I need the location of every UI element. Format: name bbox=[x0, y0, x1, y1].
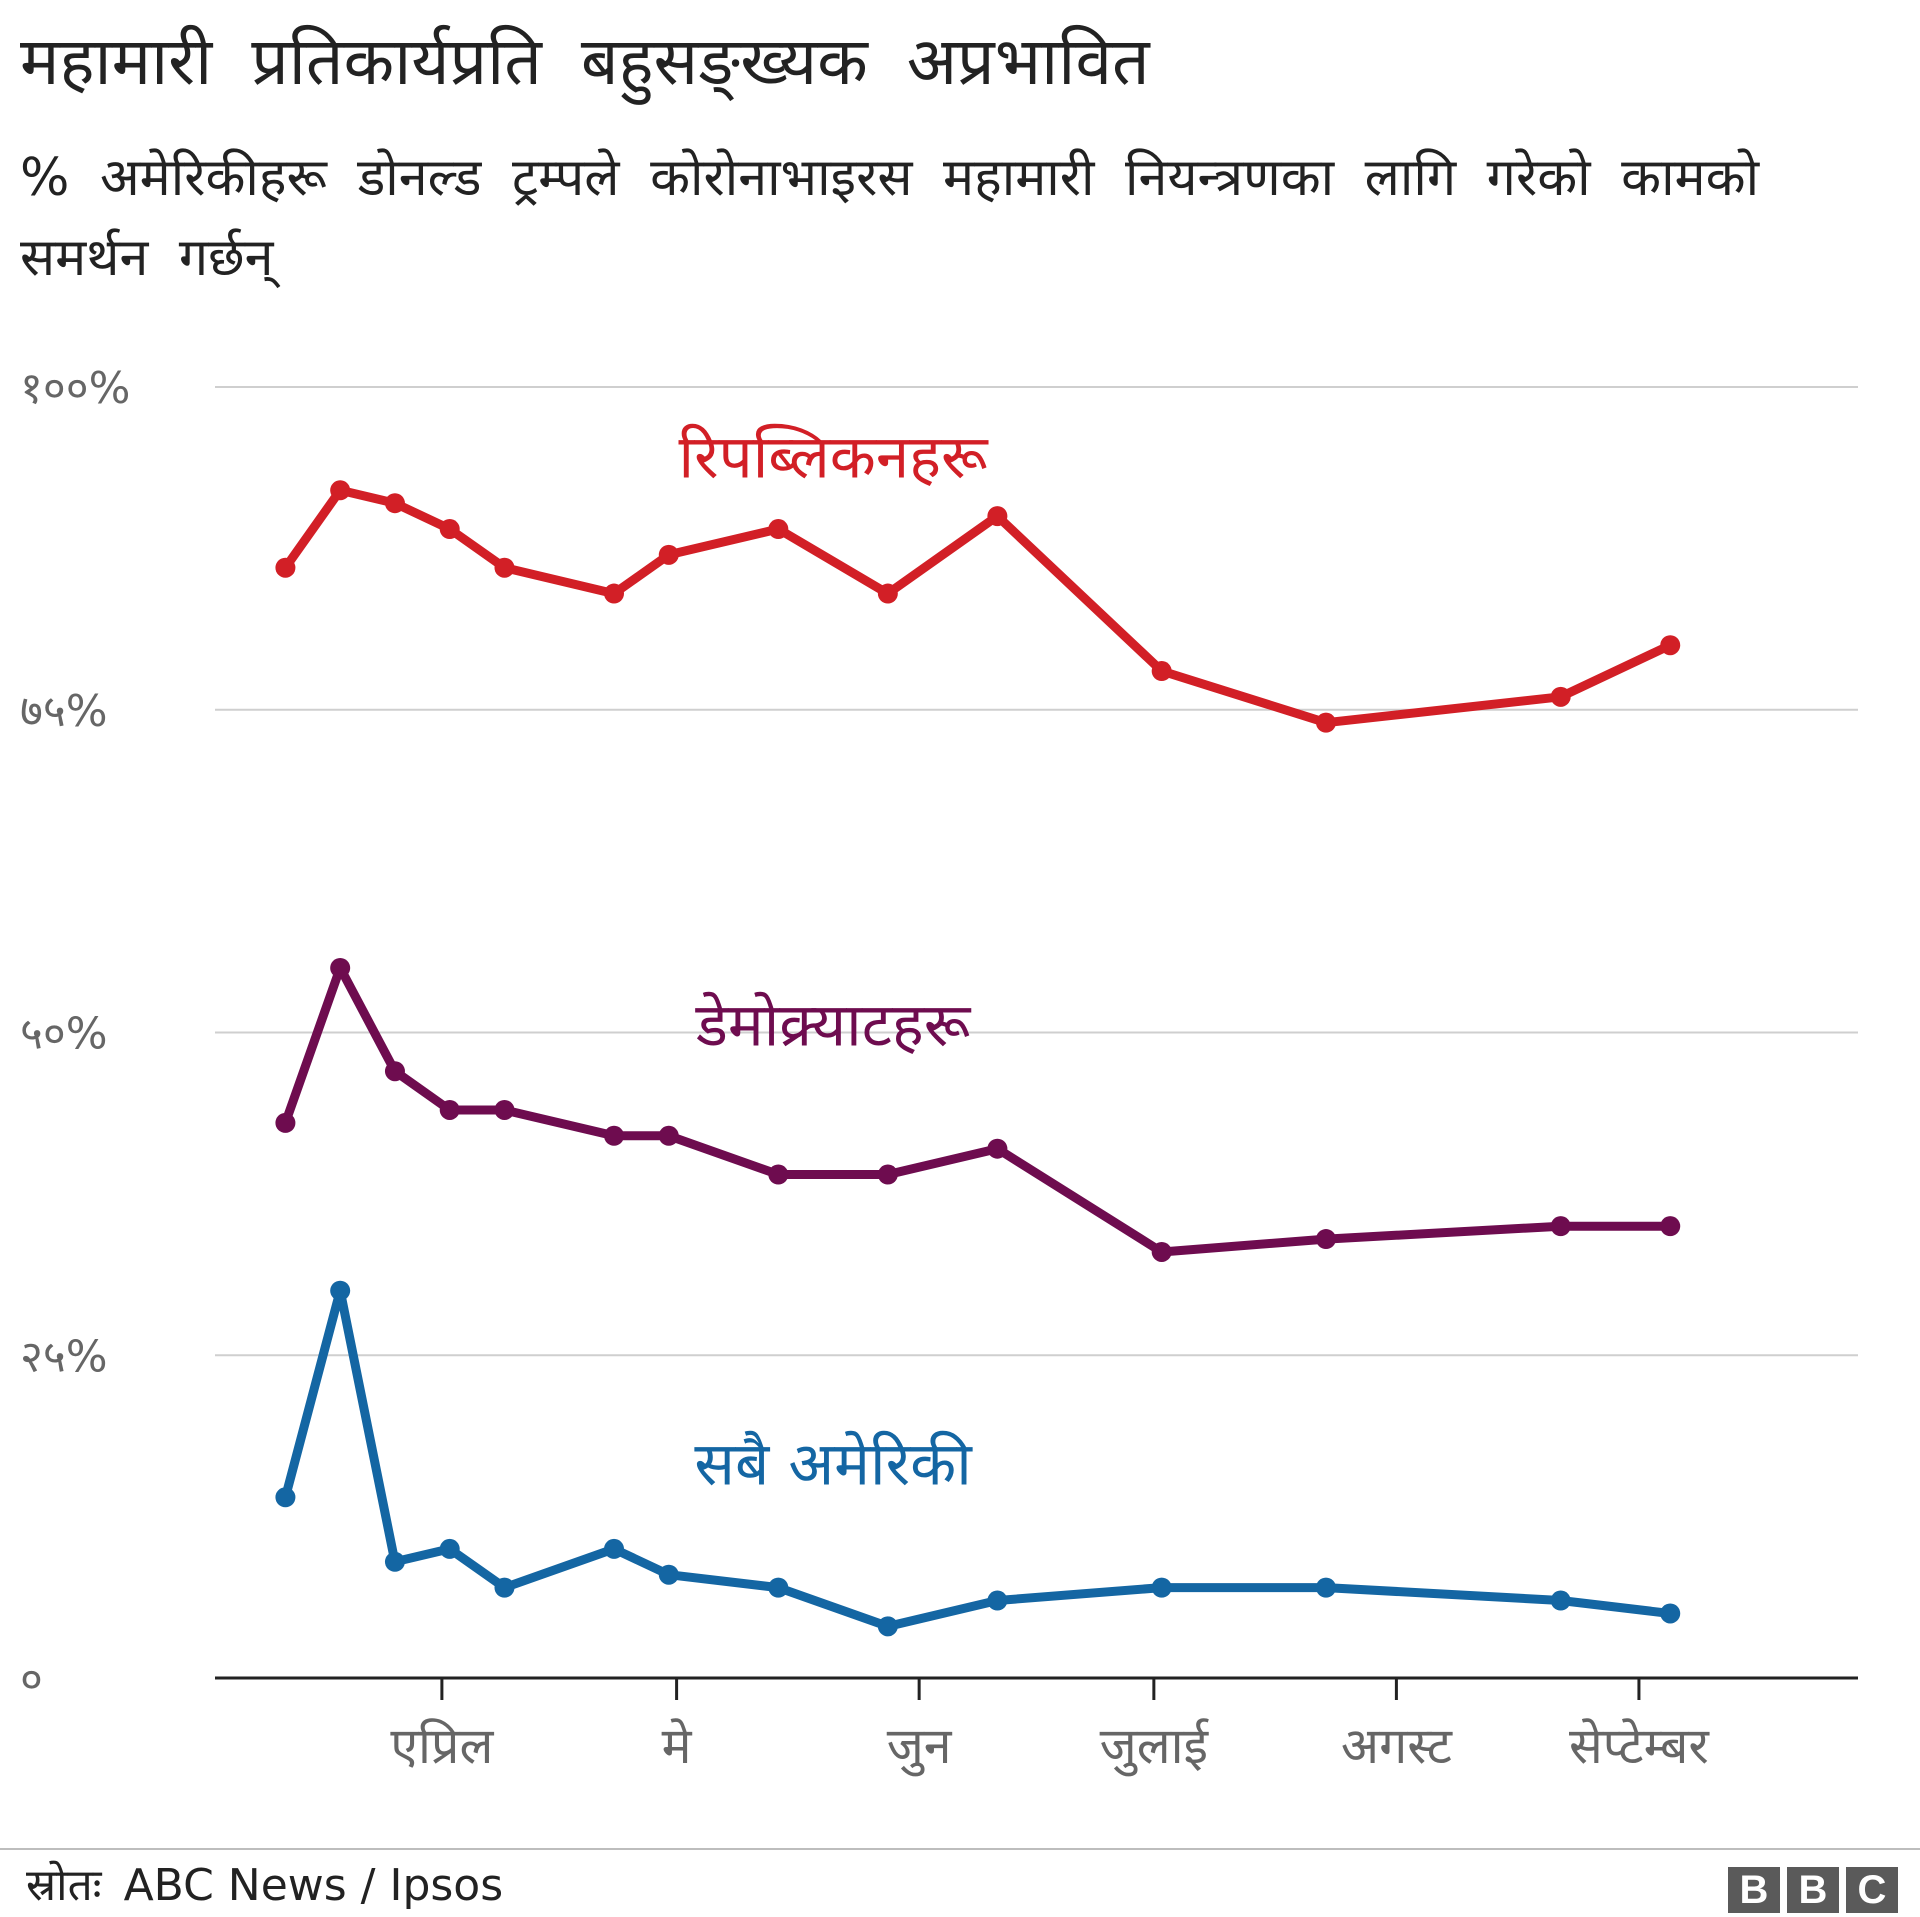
data-point-0-12 bbox=[1550, 686, 1571, 707]
data-point-2-11 bbox=[1315, 1577, 1336, 1598]
data-point-0-9 bbox=[987, 506, 1008, 527]
data-point-0-3 bbox=[439, 519, 460, 540]
data-point-2-6 bbox=[658, 1564, 679, 1585]
x-tick-label-2: जुन bbox=[887, 1717, 953, 1777]
series-2 bbox=[275, 1280, 1681, 1637]
data-point-1-9 bbox=[987, 1138, 1008, 1159]
y-tick-label-50: ५०% bbox=[20, 1009, 108, 1060]
x-tick-label-5: सेप्टेम्बर bbox=[1569, 1717, 1710, 1775]
data-point-2-10 bbox=[1151, 1577, 1172, 1598]
x-tick-label-4: अगस्ट bbox=[1341, 1717, 1453, 1775]
data-point-2-1 bbox=[330, 1280, 351, 1301]
data-series bbox=[275, 480, 1681, 1637]
series-line-0 bbox=[280, 485, 1675, 728]
data-point-1-7 bbox=[768, 1164, 789, 1185]
source-text: ABC News / Ipsos bbox=[123, 1860, 504, 1911]
data-point-0-2 bbox=[384, 493, 405, 514]
x-tick-label-1: मे bbox=[662, 1717, 693, 1775]
bbc-logo: B B C bbox=[1728, 1867, 1898, 1913]
data-point-2-9 bbox=[987, 1590, 1008, 1611]
source-note: स्रोतः ABC News / Ipsos bbox=[26, 1860, 504, 1911]
data-point-1-4 bbox=[494, 1099, 515, 1120]
data-point-0-7 bbox=[768, 519, 789, 540]
footer-divider bbox=[0, 1848, 1920, 1850]
data-point-2-7 bbox=[768, 1577, 789, 1598]
data-point-1-2 bbox=[384, 1061, 405, 1082]
chart-subtitle: % अमेरिकीहरू डोनल्ड ट्रम्पले कोरोनाभाइरस… bbox=[20, 148, 1760, 288]
data-point-0-13 bbox=[1660, 635, 1681, 656]
data-point-2-13 bbox=[1660, 1603, 1681, 1624]
data-point-1-8 bbox=[877, 1164, 898, 1185]
data-point-0-1 bbox=[330, 480, 351, 501]
data-point-1-10 bbox=[1151, 1241, 1172, 1262]
y-tick-label-25: २५% bbox=[20, 1331, 108, 1382]
chart-title: महामारी प्रतिकार्यप्रति बहुसङ्ख्यक अप्रभ… bbox=[20, 23, 1150, 100]
data-point-1-3 bbox=[439, 1099, 460, 1120]
data-point-0-5 bbox=[604, 583, 625, 604]
data-point-1-13 bbox=[1660, 1216, 1681, 1237]
logo-block-c: C bbox=[1846, 1867, 1898, 1913]
data-point-0-6 bbox=[658, 544, 679, 565]
data-point-0-10 bbox=[1151, 661, 1172, 682]
y-tick-label-100: १००% bbox=[20, 363, 130, 414]
y-tick-label-0: ० bbox=[20, 1654, 43, 1705]
data-point-2-4 bbox=[494, 1577, 515, 1598]
line-chart: ० २५% ५०% ७५% १००% एप्रिल मे जुन जुलाई अगस्ट सेप्… bbox=[20, 363, 1858, 1777]
data-point-2-0 bbox=[275, 1487, 296, 1508]
y-axis-ticks: ० २५% ५०% ७५% १००% bbox=[20, 363, 130, 1705]
logo-block-b2: B bbox=[1787, 1867, 1839, 1913]
series-0 bbox=[275, 480, 1681, 733]
data-point-2-2 bbox=[384, 1551, 405, 1572]
data-point-2-3 bbox=[439, 1538, 460, 1559]
y-tick-label-75: ७५% bbox=[20, 686, 108, 737]
data-point-1-12 bbox=[1550, 1216, 1571, 1237]
data-point-1-1 bbox=[330, 957, 351, 978]
data-point-1-6 bbox=[658, 1125, 679, 1146]
data-point-2-12 bbox=[1550, 1590, 1571, 1611]
logo-block-b1: B bbox=[1728, 1867, 1780, 1913]
data-point-2-5 bbox=[604, 1538, 625, 1559]
series-labels: रिपब्लिकनहरू डेमोक्र्याटहरू सबै अमेरिकी bbox=[679, 422, 989, 1499]
data-point-2-8 bbox=[877, 1616, 898, 1637]
data-point-0-8 bbox=[877, 583, 898, 604]
series-line-1 bbox=[280, 963, 1675, 1257]
series-1 bbox=[275, 957, 1681, 1262]
data-point-0-0 bbox=[275, 557, 296, 578]
series-line-2 bbox=[280, 1286, 1675, 1631]
x-axis: एप्रिल मे जुन जुलाई अगस्ट सेप्टेम्बर bbox=[215, 1676, 1858, 1777]
series-label-1: डेमोक्र्याटहरू bbox=[695, 990, 972, 1060]
series-label-2: सबै अमेरिकी bbox=[694, 1429, 973, 1499]
series-label-0: रिपब्लिकनहरू bbox=[679, 422, 989, 492]
data-point-1-0 bbox=[275, 1112, 296, 1133]
data-point-0-4 bbox=[494, 557, 515, 578]
x-tick-label-3: जुलाई bbox=[1100, 1717, 1210, 1777]
data-point-1-5 bbox=[604, 1125, 625, 1146]
source-label: स्रोतः bbox=[26, 1860, 102, 1911]
gridlines bbox=[215, 386, 1858, 1357]
data-point-0-11 bbox=[1315, 712, 1336, 733]
data-point-1-11 bbox=[1315, 1229, 1336, 1250]
x-tick-label-0: एप्रिल bbox=[390, 1717, 494, 1775]
